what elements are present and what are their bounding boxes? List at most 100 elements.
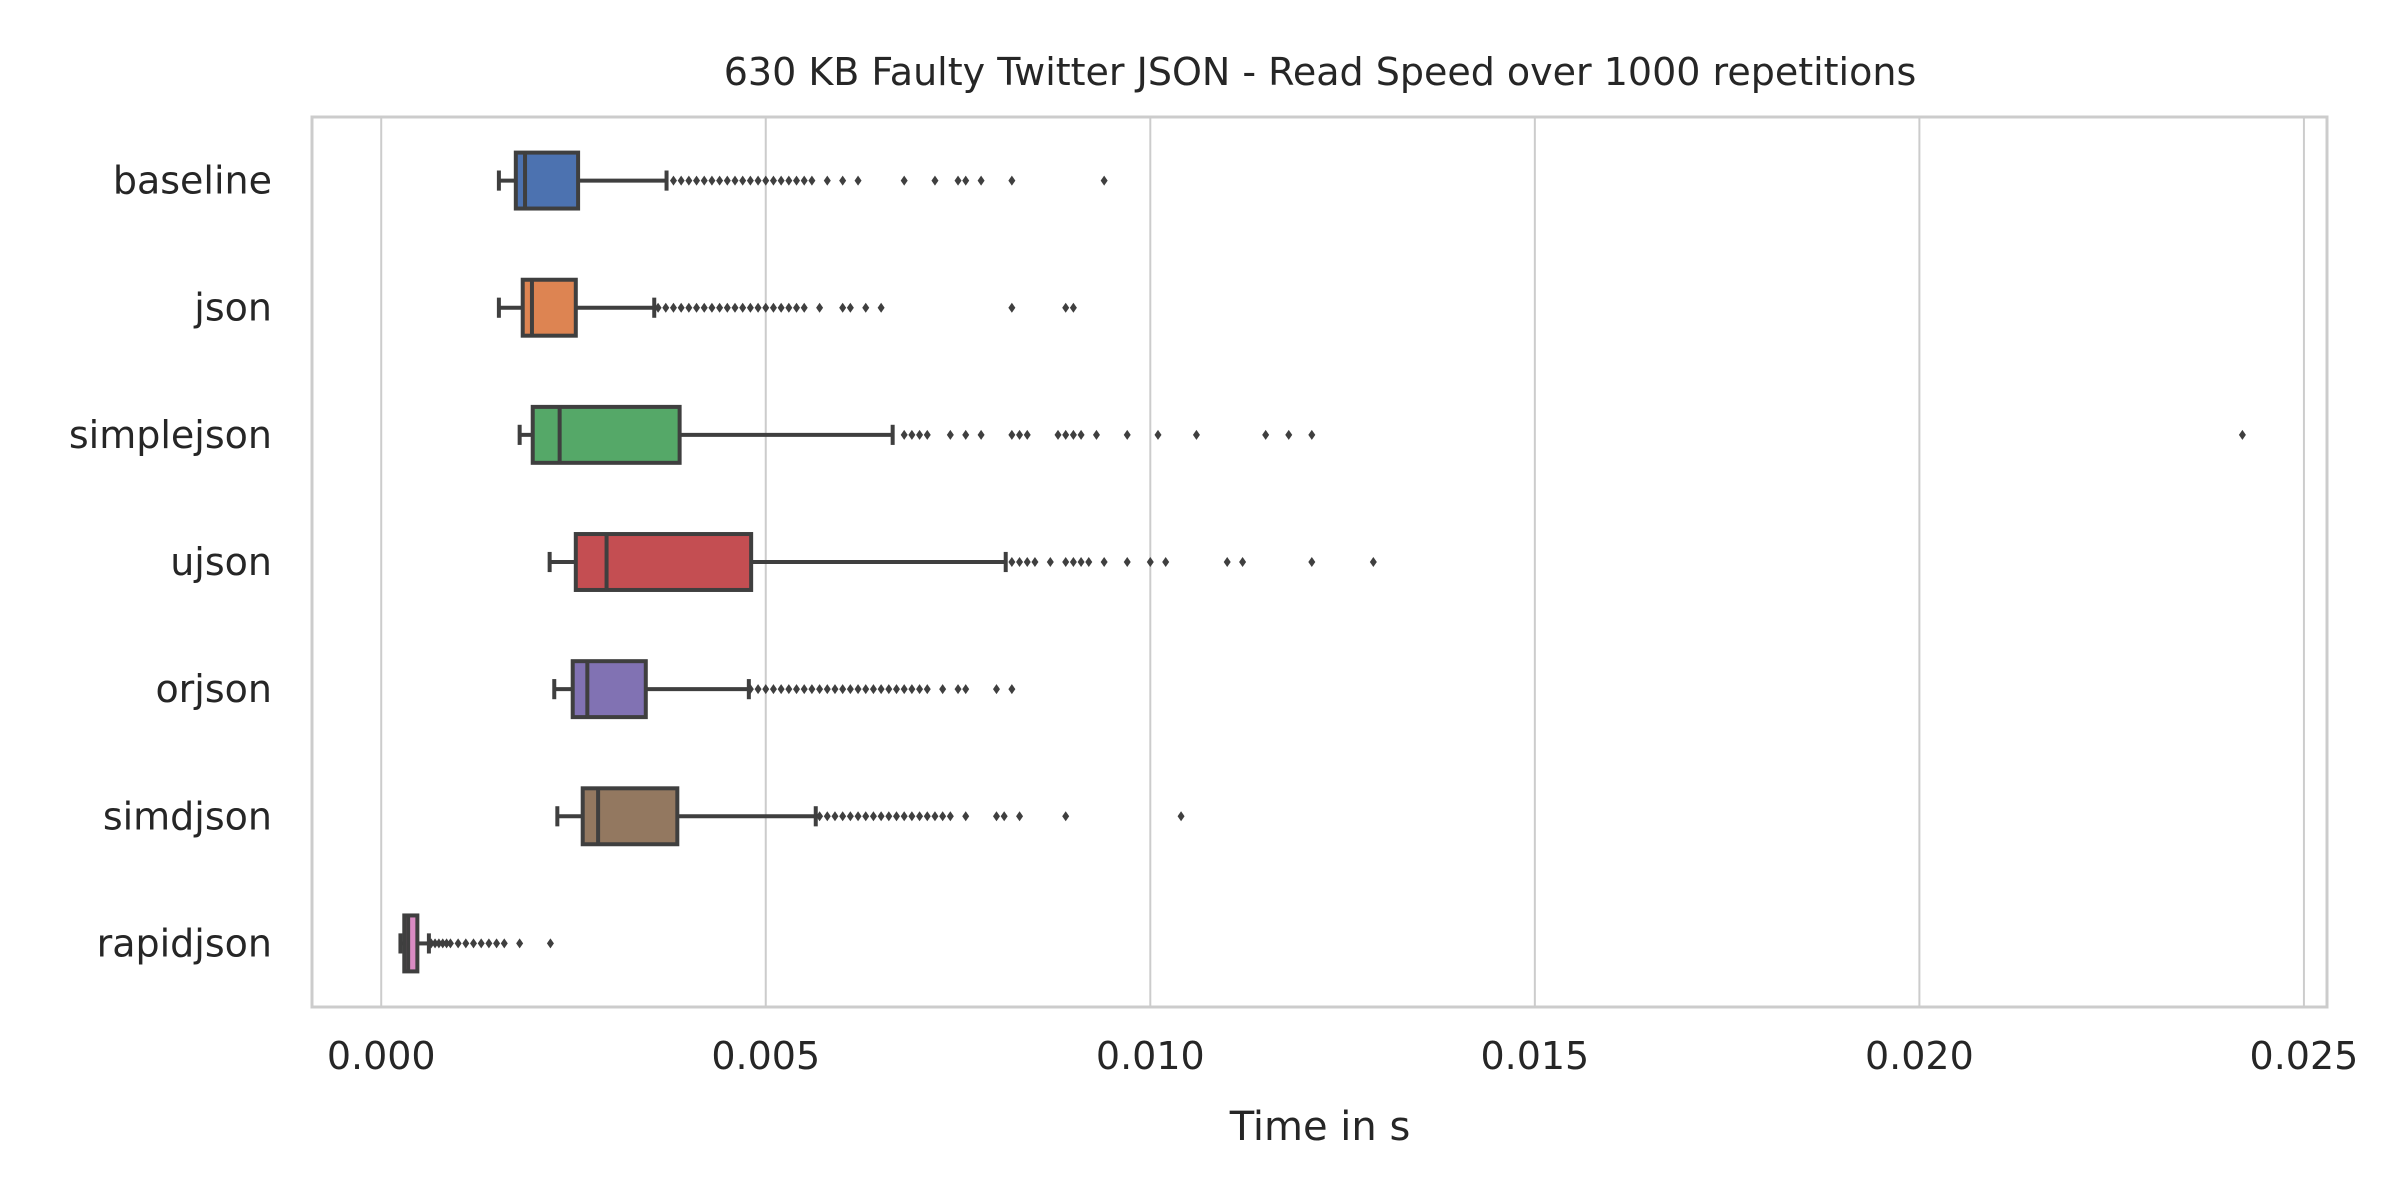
outlier-point [854,175,862,186]
plot-series [398,150,2246,974]
outlier-point [1192,429,1200,440]
outlier-point [846,302,854,313]
outlier-point [754,302,762,313]
outlier-point [685,302,693,313]
box-ujson [547,532,1377,592]
outlier-point [1062,811,1070,822]
outlier-point [939,811,947,822]
outlier-point [1016,429,1024,440]
outlier-point [946,811,954,822]
outlier-point [493,938,501,949]
outlier-point [854,811,862,822]
outlier-point [1154,429,1162,440]
outlier-point [900,429,908,440]
outlier-point [916,429,924,440]
outlier-point [846,684,854,695]
outlier-point [1285,429,1293,440]
outlier-point [816,811,824,822]
outlier-point [470,938,478,949]
outlier-point [662,302,670,313]
y-tick-label: orjson [155,667,272,711]
outlier-point [885,684,893,695]
outlier-point [785,684,793,695]
outlier-point [808,684,816,695]
box-rapidjson [398,913,554,974]
outlier-point [777,302,785,313]
outlier-point [839,811,847,822]
outlier-point [823,811,831,822]
outlier-point [900,175,908,186]
outlier-point [1085,557,1093,567]
outlier-point [977,429,985,440]
outlier-point [862,684,870,695]
outlier-point [962,684,970,695]
outlier-point [1062,557,1070,567]
outlier-point [443,938,451,949]
outlier-point [962,429,970,440]
outlier-point [954,175,962,186]
outlier-point [893,684,901,695]
outlier-point [916,684,924,695]
outlier-point [1016,557,1024,567]
outlier-point [785,175,793,186]
outlier-point [923,684,931,695]
outlier-point [839,684,847,695]
outlier-point [746,302,754,313]
outlier-point [427,938,435,949]
outlier-point [931,811,939,822]
outlier-point [1008,175,1016,186]
outlier-point [800,175,808,186]
outlier-point [754,175,762,186]
outlier-point [1054,429,1062,440]
outlier-point [877,684,885,695]
outlier-point [1123,557,1131,567]
outlier-point [816,302,824,313]
x-tick-label: 0.005 [711,1034,820,1078]
outlier-point [1146,557,1154,567]
outlier-point [439,938,447,949]
outlier-point [869,684,877,695]
outlier-point [1262,429,1270,440]
outlier-point [1062,302,1070,313]
outlier-point [793,302,801,313]
outlier-point [669,175,677,186]
outlier-point [708,302,716,313]
outlier-point [769,302,777,313]
y-axis-tick-labels: baseline json simplejson ujson orjson simdjso… [69,159,272,966]
outlier-point [446,938,454,949]
outlier-point [731,302,739,313]
outlier-point [669,302,677,313]
outlier-point [1369,557,1377,567]
outlier-point [700,302,708,313]
y-tick-label: rapidjson [97,921,272,965]
outlier-point [462,938,470,949]
outlier-point [1023,429,1031,440]
outlier-point [1239,557,1247,567]
outlier-point [777,684,785,695]
outlier-point [831,811,839,822]
outlier-point [2238,429,2246,440]
outlier-point [954,684,962,695]
x-tick-label: 0.000 [327,1034,436,1078]
outlier-point [862,811,870,822]
outlier-point [723,302,731,313]
outlier-point [1162,557,1170,567]
outlier-point [1092,429,1100,440]
iqr-box [570,659,648,720]
outlier-point [746,684,754,695]
outlier-point [846,811,854,822]
outlier-point [908,684,916,695]
outlier-point [962,811,970,822]
y-tick-label: simplejson [69,413,272,457]
outlier-point [992,811,1000,822]
box-simdjson [555,786,1185,847]
outlier-point [762,684,770,695]
outlier-point [762,175,770,186]
outlier-point [916,811,924,822]
outlier-point [477,938,485,949]
outlier-point [716,175,724,186]
outlier-point [754,684,762,695]
outlier-point [923,811,931,822]
outlier-point [800,684,808,695]
